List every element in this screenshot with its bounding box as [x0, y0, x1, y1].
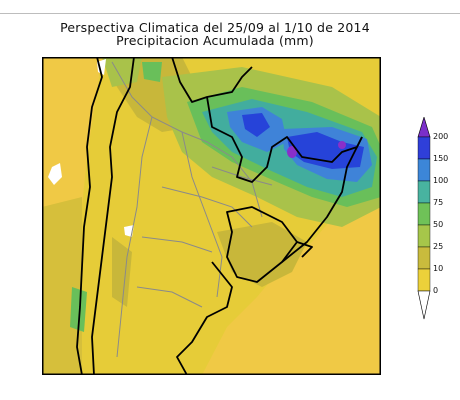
colorbar-label-100: 100 [433, 176, 449, 185]
title-line-1: Perspectiva Climatica del 25/09 al 1/10 … [60, 20, 370, 35]
title-line-2: Precipitacion Acumulada (mm) [116, 33, 314, 48]
colorbar-10-25 [417, 246, 431, 270]
colorbar-0-10 [417, 268, 431, 292]
colorbar-svg [417, 115, 431, 320]
colorbar-label-75: 75 [433, 198, 444, 207]
precip-200-core-east [338, 141, 346, 149]
map-canvas [42, 57, 381, 375]
precip-50-south-chile [70, 287, 87, 332]
precip-200-core [287, 146, 297, 158]
colorbar-150-200 [417, 136, 431, 160]
colorbar-label-25: 25 [433, 242, 444, 251]
colorbar-label-150: 150 [433, 154, 449, 163]
colorbar-50-75 [417, 202, 431, 226]
precip-50-north [142, 62, 162, 82]
precip-25-northwest [102, 57, 142, 87]
top-divider [0, 13, 460, 14]
colorbar-25-50 [417, 224, 431, 248]
country-borders [111, 61, 273, 358]
colorbar-100-150 [417, 158, 431, 182]
colorbar-75-100 [417, 180, 431, 204]
coastline [76, 57, 363, 375]
no-data-patch-1 [48, 163, 62, 185]
precip-colorbar [416, 115, 456, 322]
colorbar-cap-bottom [417, 290, 431, 320]
map-title: Perspectiva Climatica del 25/09 al 1/10 … [0, 21, 430, 47]
precip-150-east [287, 132, 364, 169]
precipitation-map [42, 57, 381, 375]
colorbar-cap-top [417, 115, 431, 138]
precip-10-pacific [42, 197, 82, 375]
colorbar-label-0: 0 [433, 286, 439, 295]
colorbar-label-200: 200 [433, 132, 449, 141]
colorbar-label-50: 50 [433, 220, 444, 229]
colorbar-label-10: 10 [433, 264, 444, 273]
precip-150-west [242, 113, 270, 137]
precip-10-east [217, 222, 307, 287]
map-frame [42, 57, 381, 375]
